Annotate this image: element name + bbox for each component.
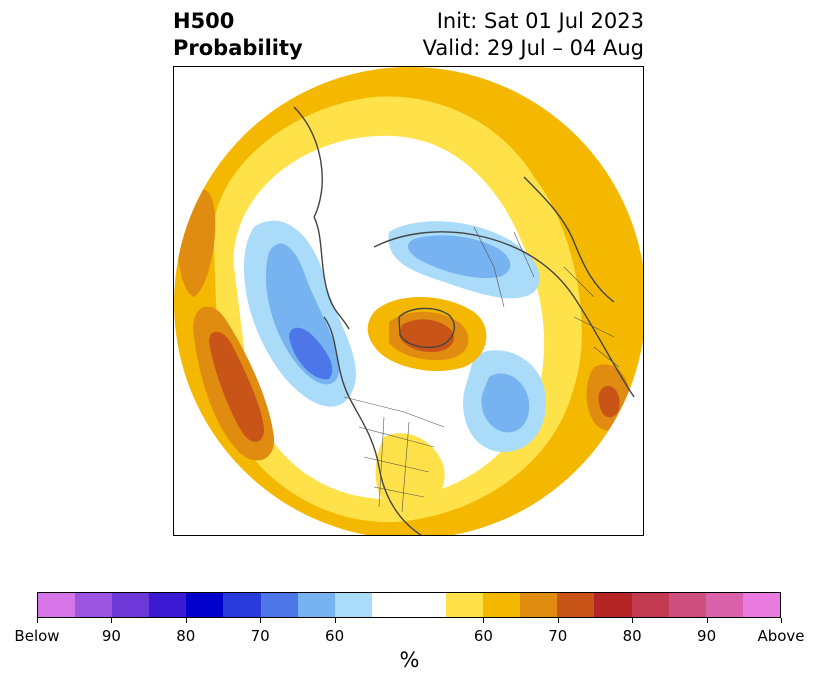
coast-eurasia: [373, 231, 635, 398]
colorbar-tick: [632, 618, 634, 623]
colorbar-tick: [111, 618, 113, 623]
coast-alaska: [313, 216, 350, 330]
colorbar-segment: [186, 593, 224, 617]
chart-title-right: Init: Sat 01 Jul 2023 Valid: 29 Jul – 04…: [423, 8, 644, 62]
high-pacific-core: [209, 331, 264, 442]
coast-north-america: [323, 316, 423, 535]
map-svg: [174, 67, 643, 535]
high-europe-core: [598, 385, 620, 418]
valid-range: Valid: 29 Jul – 04 Aug: [422, 36, 644, 60]
border-europe: [563, 266, 620, 368]
probability-map[interactable]: [173, 66, 644, 536]
colorbar-tick: [37, 618, 38, 623]
contour-fields: [174, 67, 643, 535]
colorbar-segment: [112, 593, 150, 617]
coast-greenland: [398, 307, 456, 349]
colorbar-tick-label: 90: [697, 627, 717, 645]
colorbar-segment: [149, 593, 187, 617]
high-eastus: [375, 433, 445, 513]
border-states: [358, 416, 435, 513]
colorbar-segment: [446, 593, 484, 617]
colorbar-tick-label: Above: [757, 627, 805, 645]
coast-europe: [523, 176, 615, 303]
title-type: Probability: [173, 36, 303, 60]
title-variable: H500: [173, 9, 235, 33]
colorbar-segment: [408, 593, 447, 617]
colorbar-segment: [75, 593, 113, 617]
colorbar-segment: [557, 593, 595, 617]
colorbar-tick-label: 70: [548, 627, 568, 645]
colorbar-ticks: Below 90 80 70 60 60 70 80 90 Above: [14, 618, 805, 645]
colorbar-tick-label: 80: [176, 627, 196, 645]
coast-asia-east: [293, 106, 323, 218]
colorbar-tick-label: 70: [250, 627, 270, 645]
chart-title-left: H500 Probability: [173, 8, 303, 62]
colorbar-tick-label: Below: [14, 627, 60, 645]
colorbar-segment: [334, 593, 372, 617]
colorbar-segment: [38, 593, 76, 617]
colorbar-segment: [297, 593, 335, 617]
coastlines: [293, 106, 635, 535]
colorbar-tick: [706, 618, 708, 623]
colorbar-tick: [483, 618, 485, 623]
border-us-canada: [343, 396, 445, 428]
colorbar-segment: [594, 593, 632, 617]
colorbar-segment: [668, 593, 706, 617]
colorbar-tick: [334, 618, 336, 623]
colorbar-tick: [260, 618, 262, 623]
colorbar-segment: [483, 593, 521, 617]
colorbar-tick-label: 60: [473, 627, 493, 645]
low-west-deep: [289, 327, 333, 380]
low-atlantic-core: [481, 373, 530, 433]
borders: [343, 226, 620, 513]
colorbar-tick: [185, 618, 187, 623]
colorbar-tick: [781, 618, 782, 623]
colorbar-segment: [742, 593, 780, 617]
low-siberia-core: [407, 235, 511, 278]
colorbar-tick: [557, 618, 559, 623]
colorbar-segment: [260, 593, 298, 617]
colorbar-segment: [631, 593, 669, 617]
colorbar-segment: [520, 593, 558, 617]
colorbar-tick-label: 80: [622, 627, 642, 645]
colorbar-tick-label: 60: [325, 627, 345, 645]
colorbar-segment: [223, 593, 261, 617]
init-date: Init: Sat 01 Jul 2023: [436, 9, 644, 33]
colorbar: [37, 592, 781, 618]
colorbar-segment: [705, 593, 743, 617]
colorbar-units: %: [399, 648, 420, 672]
border-russia: [473, 226, 535, 308]
colorbar-segment: [371, 593, 409, 617]
colorbar-tick-label: 90: [101, 627, 121, 645]
